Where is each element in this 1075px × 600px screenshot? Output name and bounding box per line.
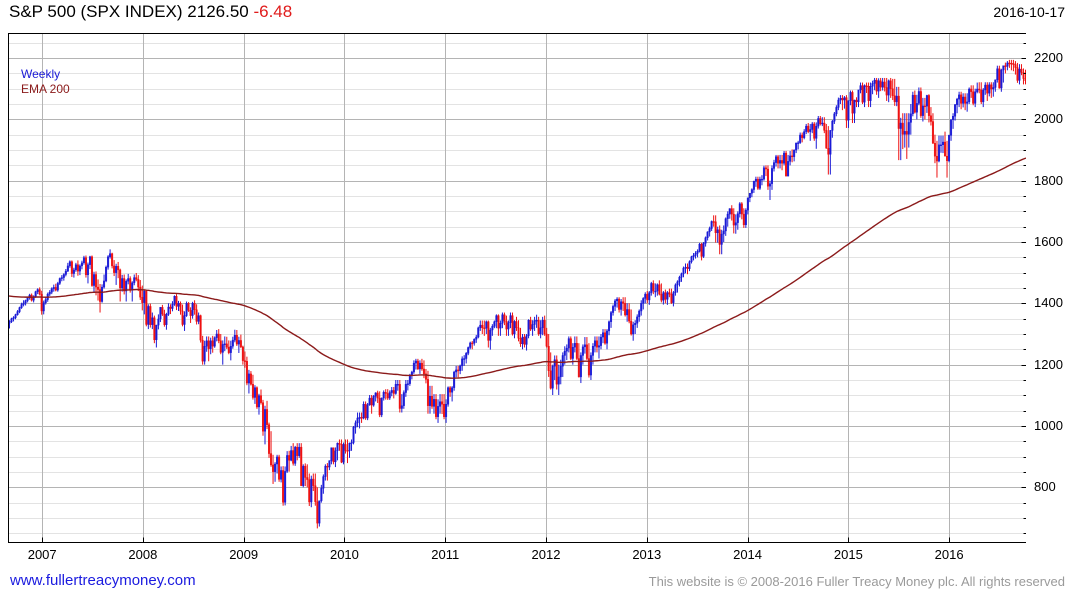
y-axis-tick-label: 1200 xyxy=(1034,356,1063,372)
x-axis-tick-label: 2008 xyxy=(128,547,158,562)
x-axis-ticks xyxy=(42,537,950,543)
gridlines-major xyxy=(8,58,1026,488)
x-axis-tick-label: 2013 xyxy=(632,547,662,562)
y-axis-tick-label: 2000 xyxy=(1034,111,1063,127)
y-axis-ticks xyxy=(1021,43,1026,534)
ema-200-line xyxy=(8,157,1026,379)
y-axis-tick-label: 1000 xyxy=(1034,417,1063,433)
x-axis-tick-label: 2012 xyxy=(531,547,561,562)
x-axis-tick-label: 2011 xyxy=(431,547,460,562)
y-axis-tick-label: 1400 xyxy=(1034,295,1063,311)
x-axis-tick-label: 2009 xyxy=(229,547,259,562)
chart-header: S&P 500 (SPX INDEX) 2126.50 -6.48 2016-1… xyxy=(0,0,1075,28)
last-price: 2126.50 xyxy=(187,2,249,21)
copyright-notice: This website is © 2008-2016 Fuller Treac… xyxy=(648,574,1065,589)
gridlines-minor xyxy=(8,43,1026,534)
price-change: -6.48 xyxy=(253,2,293,21)
instrument-title: S&P 500 (SPX INDEX) 2126.50 -6.48 xyxy=(9,2,292,22)
y-axis-tick-label: 1800 xyxy=(1034,172,1063,188)
axis-frame xyxy=(8,33,1026,543)
quote-date: 2016-10-17 xyxy=(993,4,1065,20)
price-chart[interactable]: Weekly EMA 200 xyxy=(8,33,1026,543)
chart-canvas[interactable] xyxy=(8,33,1026,543)
candlestick-series xyxy=(8,59,1026,529)
y-axis-tick-label: 1600 xyxy=(1034,234,1063,249)
y-axis-tick-label: 800 xyxy=(1034,479,1056,495)
x-axis-tick-label: 2016 xyxy=(934,547,964,562)
site-url-link[interactable]: www.fullertreacymoney.com xyxy=(10,572,196,589)
x-axis-tick-label: 2010 xyxy=(329,547,359,562)
chart-footer: www.fullertreacymoney.com This website i… xyxy=(0,568,1075,600)
x-axis-tick-label: 2015 xyxy=(833,547,863,562)
x-axis-tick-label: 2014 xyxy=(733,547,763,562)
x-axis-tick-label: 2007 xyxy=(27,547,57,562)
y-axis-tick-label: 2200 xyxy=(1034,50,1063,66)
instrument-symbol: S&P 500 (SPX INDEX) xyxy=(9,2,183,21)
